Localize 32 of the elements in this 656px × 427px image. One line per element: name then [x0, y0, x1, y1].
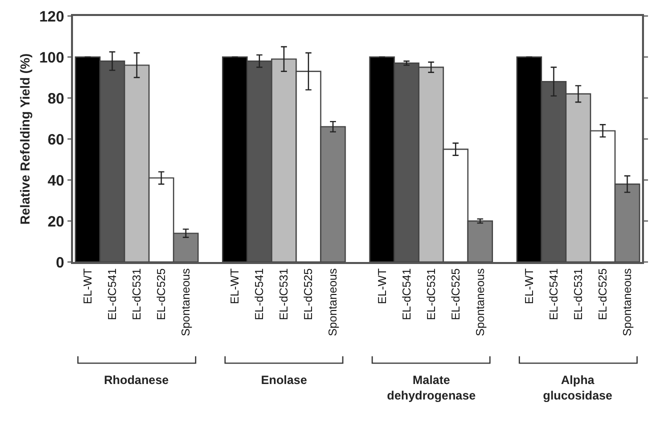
text: Enolase — [261, 373, 308, 387]
y-tick-label: 0 — [56, 254, 64, 272]
x-tick-label: Spontaneous — [474, 268, 487, 336]
x-tick-label: EL-dC525 — [450, 268, 462, 320]
x-tick-label: EL-dC541 — [254, 268, 266, 320]
x-tick-label: Spontaneous — [328, 268, 340, 336]
x-tick-label: Spontaneous — [180, 268, 193, 336]
y-tick-label: 100 — [39, 49, 64, 66]
x-tick-label: Spontaneous — [622, 268, 634, 336]
y-tick-label: 80 — [48, 90, 64, 108]
x-tick-label: EL-dC541 — [106, 268, 119, 320]
y-tick-label: 20 — [48, 213, 64, 230]
y-tick-label: 120 — [39, 8, 64, 26]
x-tick-label: EL-dC541 — [401, 268, 414, 320]
text: Rhodanese — [104, 373, 170, 387]
y-tick-label: 40 — [48, 172, 64, 190]
x-tick-label: EL-dC531 — [278, 268, 291, 320]
text: Malate dehydrogenase — [387, 373, 476, 403]
y-tick-label: 60 — [48, 131, 64, 148]
x-tick-label: EL-dC531 — [572, 268, 585, 320]
x-tick-label: EL-dC525 — [597, 268, 610, 320]
x-tick-label: EL-WT — [524, 268, 536, 304]
x-tick-label: EL-WT — [82, 268, 94, 304]
x-tick-label: EL-dC525 — [156, 268, 168, 320]
x-tick-label: EL-dC531 — [132, 268, 144, 320]
x-tick-label: EL-WT — [230, 268, 242, 304]
y-axis-title: Relative Refolding Yield (%) — [18, 53, 33, 225]
x-tick-label: EL-dC541 — [548, 268, 560, 320]
x-tick-label: EL-dC525 — [303, 268, 316, 320]
x-tick-label: EL-dC531 — [426, 268, 438, 320]
text: Alpha glucosidase — [543, 373, 613, 403]
x-tick-label: EL-WT — [376, 268, 389, 304]
